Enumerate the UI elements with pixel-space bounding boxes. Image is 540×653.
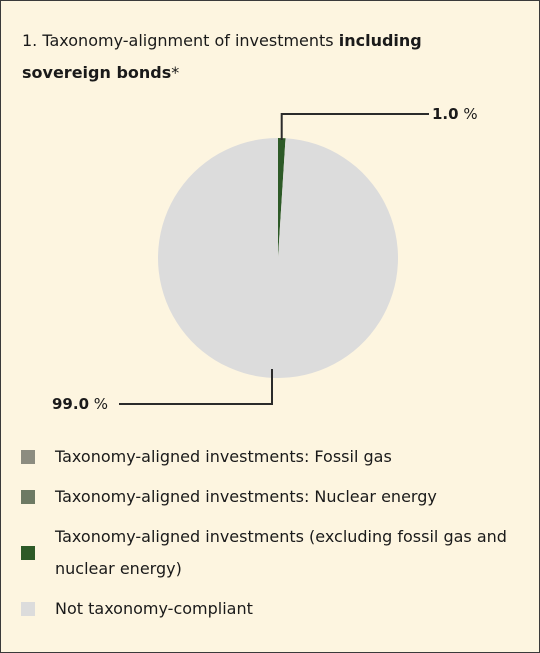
legend-swatch-2 <box>21 546 35 560</box>
legend-swatch-0 <box>21 450 35 464</box>
pie-slice-0 <box>278 138 286 258</box>
legend-label-3: Not taxonomy-compliant <box>55 599 253 618</box>
pie-slice-1 <box>158 138 399 379</box>
callout-line-1 <box>119 369 273 405</box>
legend: Taxonomy-aligned investments: Fossil gas… <box>21 441 511 633</box>
chart-title-prefix: 1. Taxonomy-alignment of investments <box>22 31 339 50</box>
chart-title-suffix: * <box>171 63 180 82</box>
callout-line-0 <box>280 113 429 141</box>
legend-label-0: Taxonomy-aligned investments: Fossil gas <box>55 447 392 466</box>
slice-label-1: 99.0 % <box>52 395 108 413</box>
legend-item-3: Not taxonomy-compliant <box>21 593 511 625</box>
chart-title-bold: including sovereign bonds <box>22 31 422 82</box>
legend-label-1: Taxonomy-aligned investments: Nuclear en… <box>55 487 437 506</box>
pie-chart: 1.0 % 99.0 % <box>52 105 478 413</box>
slice-label-0: 1.0 % <box>432 105 478 123</box>
chart-title: 1. Taxonomy-alignment of investments inc… <box>22 25 502 89</box>
legend-swatch-1 <box>21 490 35 504</box>
legend-swatch-3 <box>21 602 35 616</box>
legend-label-2: Taxonomy-aligned investments (excluding … <box>55 527 507 578</box>
legend-item-2: Taxonomy-aligned investments (excluding … <box>21 521 511 585</box>
legend-item-1: Taxonomy-aligned investments: Nuclear en… <box>21 481 511 513</box>
legend-item-0: Taxonomy-aligned investments: Fossil gas <box>21 441 511 473</box>
